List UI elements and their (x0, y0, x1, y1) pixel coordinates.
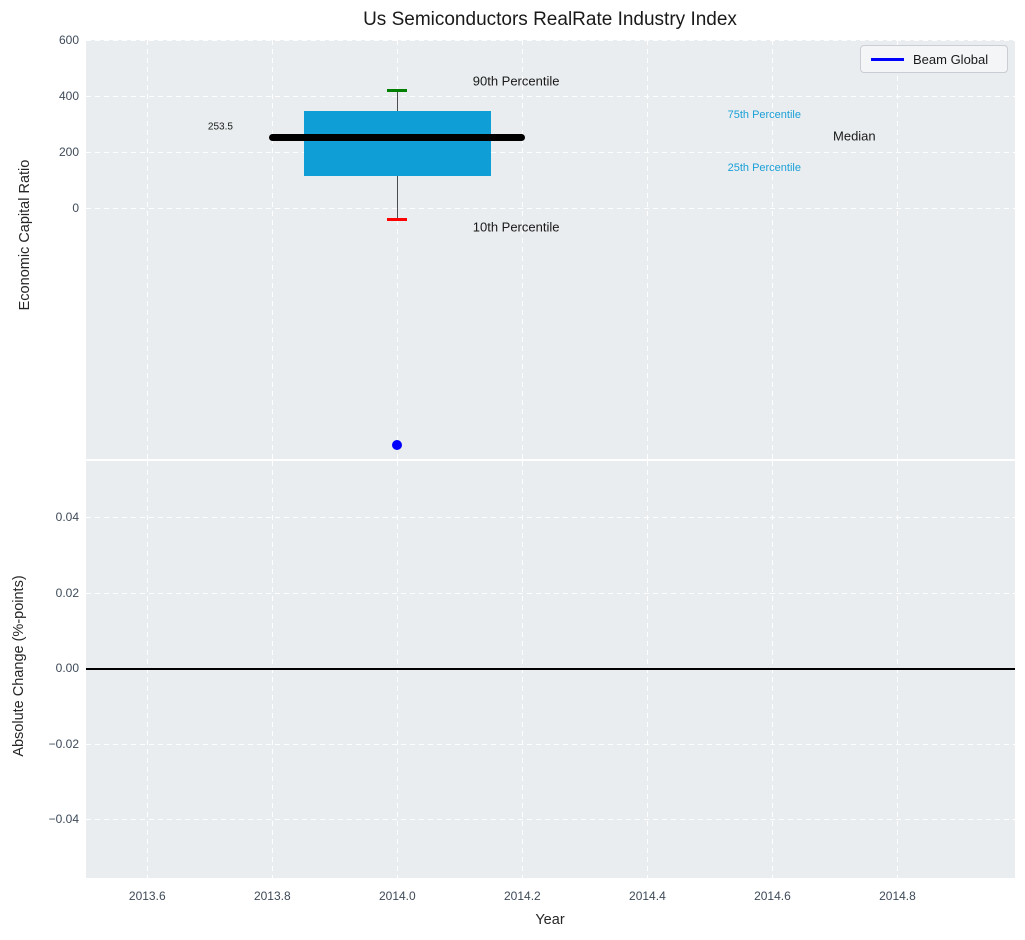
box-iqr (303, 110, 492, 177)
gridline-vertical (396, 40, 398, 459)
y-tick-label: −0.02 (48, 736, 79, 751)
gridline-horizontal (86, 819, 1015, 821)
bottom-plot-area (86, 461, 1015, 878)
gridline-vertical (521, 40, 523, 459)
annotation-253-5: 253.5 (207, 121, 233, 133)
x-tick-label: 2014.0 (378, 889, 416, 903)
gridline-vertical (771, 40, 773, 459)
x-axis-label: Year (535, 912, 565, 928)
y-tick-label: 0.00 (55, 661, 79, 676)
legend-line-icon (871, 57, 904, 61)
x-tick-label: 2013.8 (253, 889, 291, 903)
legend: Beam Global (860, 45, 1008, 73)
gridline-horizontal (86, 592, 1015, 594)
y-tick-label: 0 (72, 200, 79, 215)
y-tick-label: 200 (58, 144, 79, 159)
y-tick-label: −0.04 (48, 812, 79, 827)
gridline-horizontal (86, 39, 1015, 41)
median-line (269, 133, 526, 141)
gridline-vertical (646, 40, 648, 459)
chart-title: Us Semiconductors RealRate Industry Inde… (363, 9, 737, 30)
gridline-vertical (896, 40, 898, 459)
x-tick-label: 2014.4 (629, 889, 666, 903)
annotation-10th-percentile: 10th Percentile (472, 219, 560, 235)
gridline-horizontal (86, 151, 1015, 153)
top-y-axis-label: Economic Capital Ratio (17, 159, 33, 311)
y-tick-label: 0.04 (55, 510, 79, 525)
beam-global-dot (392, 439, 403, 450)
y-tick-label: 0.02 (55, 585, 79, 600)
y-tick-label: 600 (58, 32, 79, 47)
gridline-vertical (146, 40, 148, 459)
x-tick-label: 2014.8 (879, 889, 916, 903)
annotation-median: Median (833, 128, 876, 144)
top-plot-area: 90th Percentile 10th Percentile 253.5 75th … (86, 39, 1015, 459)
annotation-90th-percentile: 90th Percentile (472, 73, 560, 89)
gridline-horizontal (86, 743, 1015, 745)
x-tick-label: 2014.6 (754, 889, 791, 903)
annotation-75th-percentile: 75th Percentile (727, 109, 801, 122)
x-tick-label: 2014.2 (504, 889, 541, 903)
gridline-horizontal (86, 517, 1015, 519)
p10-cap (387, 217, 408, 221)
gridline-horizontal (86, 95, 1015, 97)
x-tick-label: 2013.6 (128, 889, 166, 903)
p90-cap (387, 88, 408, 92)
legend-label: Beam Global (913, 51, 989, 67)
gridline-vertical (271, 40, 273, 459)
annotation-25th-percentile: 25th Percentile (727, 162, 801, 175)
zero-line (86, 667, 1015, 670)
gridline-horizontal (86, 207, 1015, 209)
y-tick-label: 400 (58, 88, 79, 103)
